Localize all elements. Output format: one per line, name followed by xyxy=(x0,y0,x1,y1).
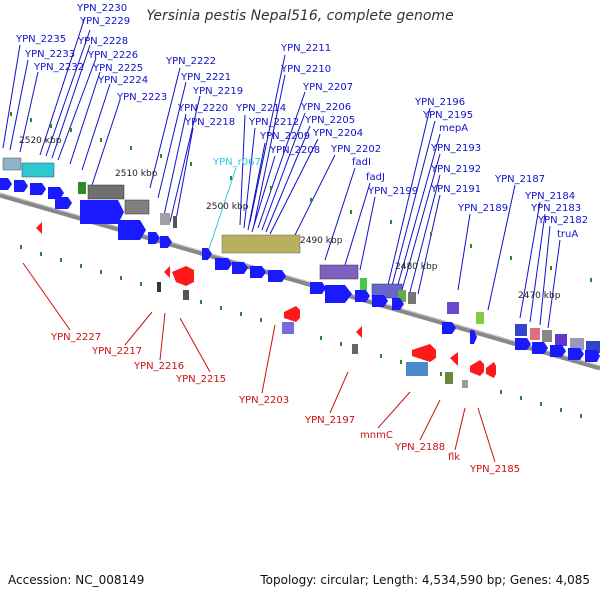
scale-tick-label: 2510 kbp xyxy=(115,169,158,179)
gene-label: YPN_2233 xyxy=(25,49,76,60)
gene-label: YPN_2230 xyxy=(77,3,128,14)
gene-label: fadJ xyxy=(366,172,385,183)
gene-label: YPN_2206 xyxy=(301,102,352,113)
gene-label: YPN_2225 xyxy=(93,63,144,74)
gene-label: YPN_2220 xyxy=(178,103,229,114)
gene-label: YPN_2227 xyxy=(51,332,102,343)
gene-label: YPN_2191 xyxy=(431,184,482,195)
gene-label: mepA xyxy=(439,123,469,134)
gene-label: fadI xyxy=(352,157,371,168)
gene-label: YPN_2226 xyxy=(88,50,139,61)
reverse-arrows xyxy=(36,222,496,378)
reverse-leader-lines xyxy=(22,262,496,463)
gene-label: YPN_2217 xyxy=(92,346,143,357)
gene-label: YPN_2189 xyxy=(458,203,509,214)
forward-arrows xyxy=(0,178,600,362)
gene-label: YPN_2228 xyxy=(78,36,129,47)
scale-tick-label: 2490 kbp xyxy=(300,236,343,246)
gene-label: YPN_2218 xyxy=(185,117,236,128)
gene-label: YPN_2185 xyxy=(470,464,521,475)
gene-label: flk xyxy=(448,452,461,463)
gene-label: YPN_2182 xyxy=(538,215,589,226)
gene-label: YPN_2205 xyxy=(305,115,356,126)
forward-leader-lines xyxy=(2,16,561,329)
scale-tick-label: 2520 kbp xyxy=(19,136,62,146)
gene-label: YPN_2188 xyxy=(395,442,446,453)
gene-label: YPN_2216 xyxy=(134,361,185,372)
tick-marks xyxy=(10,112,592,418)
gene-label: YPN_2192 xyxy=(431,164,482,175)
gene-label: YPN_2207 xyxy=(303,82,354,93)
gene-label: YPN_2210 xyxy=(281,64,332,75)
gene-label: YPN_2203 xyxy=(239,395,290,406)
gene-label: YPN_2214 xyxy=(236,103,287,114)
gene-label: YPN_2223 xyxy=(117,92,168,103)
map-title: Yersinia pestis Nepal516, complete genom… xyxy=(146,8,454,24)
gene-label: YPN_2196 xyxy=(415,97,466,108)
gene-label: YPN_2184 xyxy=(525,191,576,202)
gene-label: YPN_2187 xyxy=(495,174,546,185)
gene-label: YPN_2209 xyxy=(260,131,311,142)
gene-label: YPN_2222 xyxy=(166,56,217,67)
gene-label: mnmC xyxy=(360,430,393,441)
scale-tick-label: 2480 kbp xyxy=(395,262,438,272)
gene-label: YPN_2221 xyxy=(181,72,232,83)
gene-label: YPN_2211 xyxy=(281,43,332,54)
gene-label: YPN_2224 xyxy=(98,75,149,86)
gene-label: YPN_2232 xyxy=(34,62,85,73)
gene-label: truA xyxy=(557,229,579,240)
gene-label: YPN_2208 xyxy=(270,145,321,156)
topology-text: Topology: circular; Length: 4,534,590 bp… xyxy=(260,573,590,587)
rna-leader-line xyxy=(206,167,237,256)
gene-label: YPN_2235 xyxy=(16,34,67,45)
forward-gene-blocks xyxy=(2,157,600,353)
gene-label: YPN_2197 xyxy=(305,415,356,426)
reverse-gene-blocks xyxy=(157,282,468,388)
gene-label: YPN_2195 xyxy=(423,110,474,121)
gene-label: YPN_2215 xyxy=(176,374,227,385)
gene-label: YPN_2204 xyxy=(313,128,364,139)
gene-label: YPN_2183 xyxy=(531,203,582,214)
gene-label: YPN_2212 xyxy=(249,117,300,128)
gene-label: YPN_2229 xyxy=(80,16,131,27)
gene-label: YPN_2193 xyxy=(431,143,482,154)
scale-tick-label: 2470 kbp xyxy=(518,291,561,301)
gene-label: YPN_2219 xyxy=(193,86,244,97)
gene-label: YPN_2199 xyxy=(368,186,419,197)
gene-label: YPN_2202 xyxy=(331,144,382,155)
accession-text: Accession: NC_008149 xyxy=(8,573,145,587)
rna-label: YPN_r067 xyxy=(213,157,261,168)
scale-tick-label: 2500 kbp xyxy=(206,202,249,212)
